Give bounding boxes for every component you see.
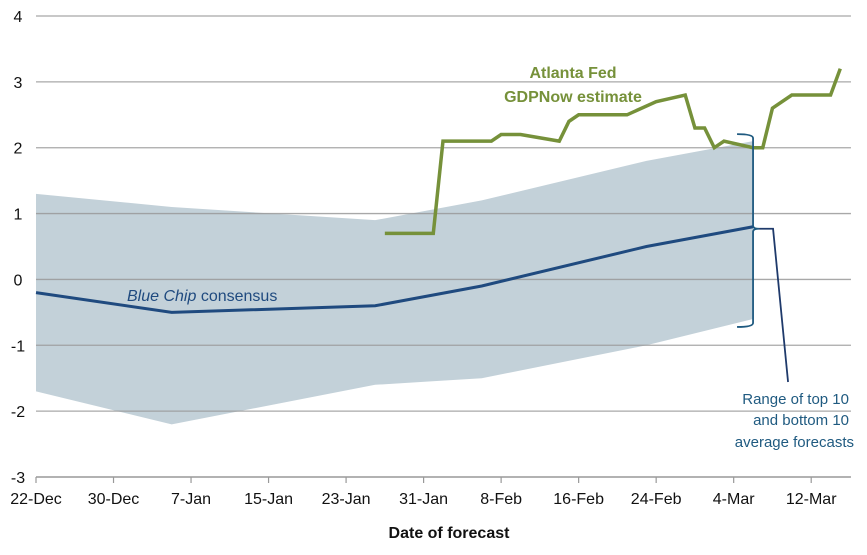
y-tick-label: -1 — [11, 338, 25, 355]
x-axis: 22-Dec 30-Dec 7-Jan 15-Jan 23-Jan 31-Jan 8-Feb… — [10, 476, 851, 508]
x-tick-label: 31-Jan — [399, 491, 448, 508]
x-tick-label: 7-Jan — [171, 491, 211, 508]
y-tick-label: -3 — [11, 470, 25, 487]
y-tick-label: 3 — [14, 75, 23, 92]
x-tick-label: 22-Dec — [10, 491, 62, 508]
gdpnow-estimate-line — [384, 68, 842, 236]
gdpnow-label-line1: Atlanta Fed — [529, 65, 616, 82]
x-tick-label: 8-Feb — [480, 491, 522, 508]
x-tick-label: 24-Feb — [631, 491, 682, 508]
blue-chip-label: Blue Chip consensus — [127, 288, 277, 305]
range-leader-line — [759, 227, 789, 383]
y-tick-label: 4 — [14, 9, 23, 26]
series-lines — [35, 68, 842, 314]
x-tick-label: 30-Dec — [88, 491, 140, 508]
forecast-range-band-layer — [36, 141, 754, 425]
y-tick-label: 2 — [14, 141, 23, 158]
x-tick-label: 16-Feb — [553, 491, 604, 508]
x-axis-title: Date of forecast — [389, 525, 511, 542]
blue-chip-label-italic: Blue Chip — [127, 288, 196, 305]
range-label-line1: Range of top 10 — [742, 391, 849, 408]
y-tick-label: -2 — [11, 404, 25, 421]
forecast-range-band — [36, 141, 754, 425]
range-label-line3: average forecasts — [735, 434, 854, 451]
blue-chip-label-rest: consensus — [196, 288, 277, 305]
x-tick-label: 15-Jan — [244, 491, 293, 508]
x-tick-label: 23-Jan — [322, 491, 371, 508]
gdpnow-label-line2: GDPNow estimate — [504, 89, 642, 106]
range-label-line2: and bottom 10 — [753, 412, 849, 429]
blue-chip-consensus-line — [35, 225, 754, 314]
annotations: Atlanta Fed GDPNow estimate Blue Chip co… — [127, 65, 854, 451]
y-tick-labels: 4 3 2 1 0 -1 -2 -3 — [11, 9, 25, 487]
x-tick-label: 4-Mar — [713, 491, 755, 508]
y-tick-label: 0 — [14, 272, 23, 289]
y-tick-label: 1 — [14, 207, 23, 224]
x-tick-label: 12-Mar — [786, 491, 837, 508]
